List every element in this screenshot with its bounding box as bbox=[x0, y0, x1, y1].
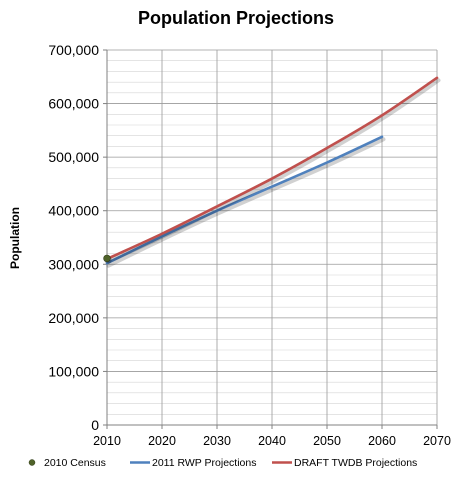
x-tick-label: 2010 bbox=[93, 434, 121, 448]
legend-label: 2010 Census bbox=[44, 457, 106, 469]
y-tick-label: 600,000 bbox=[48, 96, 99, 112]
y-tick-label: 500,000 bbox=[48, 149, 99, 165]
census-marker bbox=[103, 254, 111, 263]
legend-marker-census bbox=[28, 459, 36, 466]
series-line bbox=[105, 76, 439, 261]
y-tick-label: 700,000 bbox=[48, 42, 99, 58]
legend: 2010 Census 2011 RWP Projections DRAFT TWD… bbox=[28, 457, 417, 469]
x-axis-ticks: 2010 2020 2030 2040 2050 2060 2070 bbox=[93, 425, 451, 448]
x-tick-label: 2060 bbox=[368, 434, 396, 448]
x-tick-label: 2050 bbox=[313, 434, 341, 448]
grid bbox=[107, 49, 438, 425]
y-tick-label: 200,000 bbox=[48, 310, 99, 326]
x-tick-label: 2030 bbox=[203, 434, 231, 448]
y-tick-label: 0 bbox=[91, 417, 99, 433]
y-tick-label: 400,000 bbox=[48, 203, 99, 219]
data-series bbox=[103, 76, 441, 268]
series-line-shadow bbox=[106, 137, 386, 268]
y-axis-ticks: 0 100,000 200,000 300,000 400,000 500,000 600,… bbox=[48, 42, 107, 433]
series-line bbox=[105, 135, 384, 265]
legend-label: 2011 RWP Projections bbox=[152, 457, 256, 469]
chart-title: Population Projections bbox=[138, 8, 334, 28]
series-line-shadow bbox=[106, 78, 441, 264]
y-tick-label: 100,000 bbox=[48, 363, 99, 379]
y-axis-title: Population bbox=[8, 207, 22, 269]
legend-label: DRAFT TWDB Projections bbox=[294, 457, 417, 469]
x-tick-label: 2070 bbox=[423, 434, 451, 448]
x-tick-label: 2040 bbox=[258, 434, 286, 448]
y-tick-label: 300,000 bbox=[48, 256, 99, 272]
x-tick-label: 2020 bbox=[148, 434, 176, 448]
